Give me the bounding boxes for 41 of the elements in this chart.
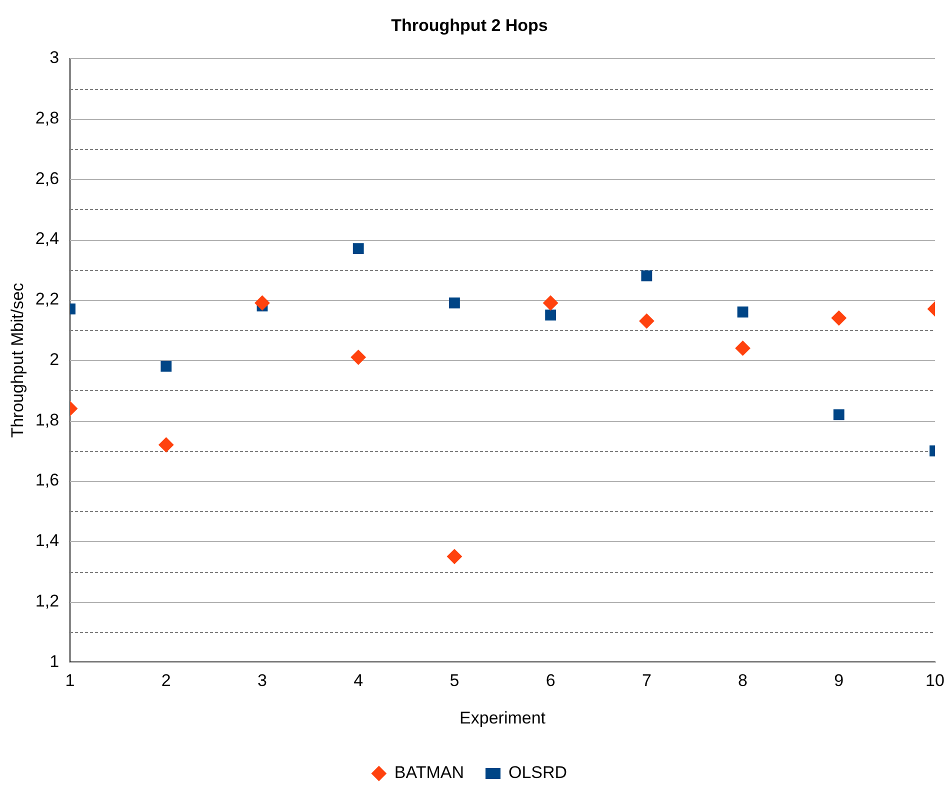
- x-tick-label: 3: [258, 671, 267, 690]
- point: [158, 437, 174, 452]
- x-tick-label: 2: [161, 671, 171, 690]
- y-tick-label: 2: [50, 350, 60, 369]
- point: [833, 409, 844, 420]
- x-tick-label: 10: [926, 671, 944, 690]
- point: [352, 243, 364, 254]
- y-tick-label: 1,4: [35, 531, 60, 550]
- point: [737, 306, 748, 318]
- y-tick-label: 1,6: [35, 470, 60, 490]
- y-tick-label: 3: [50, 48, 60, 68]
- point: [254, 295, 270, 310]
- x-tick-label: 4: [354, 671, 364, 690]
- x-tick-label: 1: [65, 671, 75, 690]
- y-tick-label: 1,8: [35, 410, 60, 430]
- point: [735, 340, 750, 356]
- x-tick-label: 8: [738, 671, 748, 690]
- y-tick-label: 2,2: [35, 290, 60, 309]
- y-tick-label: 2,8: [35, 108, 60, 128]
- x-axis-title: Experiment: [460, 708, 546, 728]
- point: [350, 350, 366, 365]
- point: [543, 295, 558, 310]
- point: [545, 310, 556, 320]
- y-tick-label: 2,4: [35, 229, 60, 248]
- y-axis-title: Throughput Mbit/sec: [8, 282, 27, 438]
- point: [160, 360, 172, 372]
- y-tick-label: 2,6: [35, 168, 60, 188]
- legend-label: BATMAN: [394, 763, 464, 782]
- x-tick-label: 6: [546, 671, 556, 690]
- point: [446, 549, 462, 564]
- point: [831, 310, 846, 326]
- x-tick-label: 9: [834, 671, 844, 690]
- y-tick-label: 1,2: [35, 592, 60, 611]
- legend-label: OLSRD: [508, 763, 568, 782]
- x-tick-label: 7: [642, 671, 652, 690]
- point: [639, 314, 654, 329]
- point: [641, 270, 652, 282]
- x-tick-label: 5: [450, 671, 460, 690]
- chart-title: Throughput 2 Hops: [391, 16, 548, 35]
- y-tick-label: 1: [50, 652, 60, 671]
- point: [449, 297, 460, 308]
